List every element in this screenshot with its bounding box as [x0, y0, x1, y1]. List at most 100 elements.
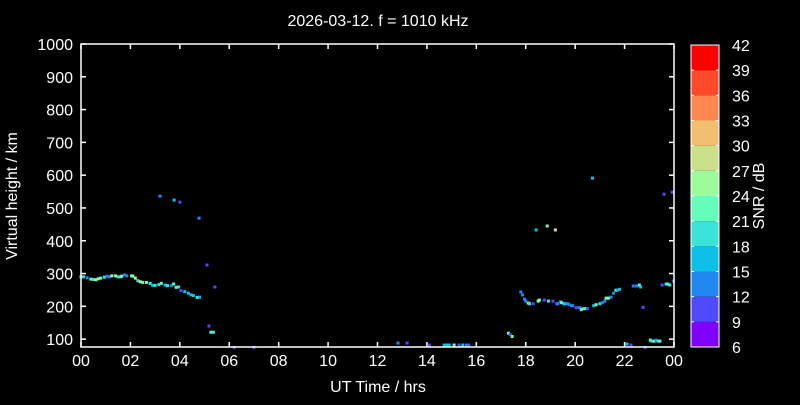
- data-point: [527, 302, 531, 306]
- data-point: [141, 280, 145, 284]
- data-point: [662, 192, 666, 196]
- data-point: [197, 216, 201, 220]
- data-point: [604, 296, 608, 300]
- data-point: [131, 274, 135, 278]
- data-point: [600, 301, 604, 305]
- data-point: [144, 280, 148, 284]
- data-point: [116, 275, 120, 279]
- data-point: [652, 339, 656, 343]
- x-axis-label: UT Time / hrs: [330, 379, 426, 396]
- data-point: [157, 283, 161, 287]
- data-point: [211, 330, 215, 334]
- data-point: [138, 280, 142, 284]
- data-point: [611, 291, 615, 295]
- colorbar-tick-label: 18: [732, 239, 750, 256]
- x-tick-label: 12: [369, 353, 387, 370]
- y-tick-label: 200: [46, 299, 73, 316]
- data-point: [163, 283, 167, 287]
- data-point: [165, 284, 169, 288]
- colorbar-tick-label: 30: [732, 139, 750, 156]
- data-point: [81, 275, 85, 279]
- data-point: [542, 298, 546, 302]
- data-point: [598, 302, 602, 306]
- data-point: [594, 303, 598, 307]
- data-point: [169, 284, 173, 288]
- data-point: [641, 305, 645, 309]
- x-tick-label: 16: [467, 353, 485, 370]
- data-point: [590, 176, 594, 180]
- data-point: [506, 331, 510, 335]
- data-point: [133, 276, 137, 280]
- data-point: [427, 343, 431, 347]
- x-tick-label: 02: [122, 353, 140, 370]
- data-point: [607, 296, 611, 300]
- data-point: [174, 285, 178, 289]
- data-point: [545, 224, 549, 228]
- data-point: [102, 275, 106, 279]
- data-point: [551, 299, 555, 303]
- data-point: [654, 338, 658, 342]
- data-point: [452, 343, 456, 347]
- data-point: [510, 335, 514, 339]
- colorbar-swatch: [691, 170, 719, 196]
- colorbar-swatch: [691, 45, 719, 71]
- data-point: [519, 290, 523, 294]
- x-tick-label: 18: [517, 353, 535, 370]
- data-point: [209, 330, 213, 334]
- data-point: [158, 194, 162, 198]
- data-point: [172, 198, 176, 202]
- data-point: [122, 273, 126, 277]
- data-point: [531, 302, 535, 306]
- y-tick-label: 900: [46, 70, 73, 87]
- data-point: [571, 304, 575, 308]
- data-point: [650, 339, 654, 343]
- data-point: [609, 295, 613, 299]
- data-point: [664, 282, 668, 286]
- data-point: [110, 274, 114, 278]
- colorbar-tick-label: 39: [732, 63, 750, 80]
- data-point: [405, 341, 409, 345]
- colorbar-tick-label: 27: [732, 164, 750, 181]
- data-point: [625, 342, 629, 346]
- data-point: [105, 274, 109, 278]
- data-point: [159, 281, 163, 285]
- data-point: [546, 299, 550, 303]
- data-point: [461, 343, 465, 347]
- data-point: [534, 228, 538, 232]
- data-point: [629, 343, 633, 347]
- x-tick-label: 14: [418, 353, 436, 370]
- data-point: [148, 281, 152, 285]
- colorbar-tick-label: 12: [732, 290, 750, 307]
- data-point: [523, 297, 527, 301]
- data-point: [567, 303, 571, 307]
- x-tick-label: 20: [566, 353, 584, 370]
- chart-title: 2026-03-12. f = 1010 kHz: [287, 13, 468, 30]
- y-axis-label: Virtual height / km: [4, 132, 21, 260]
- data-point: [207, 324, 211, 328]
- x-tick-label: 00: [72, 353, 90, 370]
- x-tick-label: 06: [220, 353, 238, 370]
- y-tick-label: 100: [46, 332, 73, 349]
- data-point: [637, 283, 641, 287]
- colorbar-tick-label: 9: [732, 315, 741, 332]
- data-point: [177, 285, 181, 289]
- data-point: [582, 307, 586, 311]
- data-point: [666, 282, 670, 286]
- y-tick-label: 600: [46, 168, 73, 185]
- data-point: [603, 299, 607, 303]
- data-point: [213, 285, 217, 289]
- data-point: [656, 339, 660, 343]
- data-point: [563, 302, 567, 306]
- x-tick-label: 22: [616, 353, 634, 370]
- colorbar-swatch: [691, 196, 719, 222]
- data-point: [205, 263, 209, 267]
- colorbar-swatch: [691, 246, 719, 272]
- data-point: [467, 343, 471, 347]
- x-tick-label: 00: [665, 353, 683, 370]
- data-point: [658, 339, 662, 343]
- data-point: [442, 343, 446, 347]
- colorbar-swatch: [691, 221, 719, 247]
- data-point: [635, 284, 639, 288]
- y-tick-label: 500: [46, 201, 73, 218]
- data-point: [508, 333, 512, 337]
